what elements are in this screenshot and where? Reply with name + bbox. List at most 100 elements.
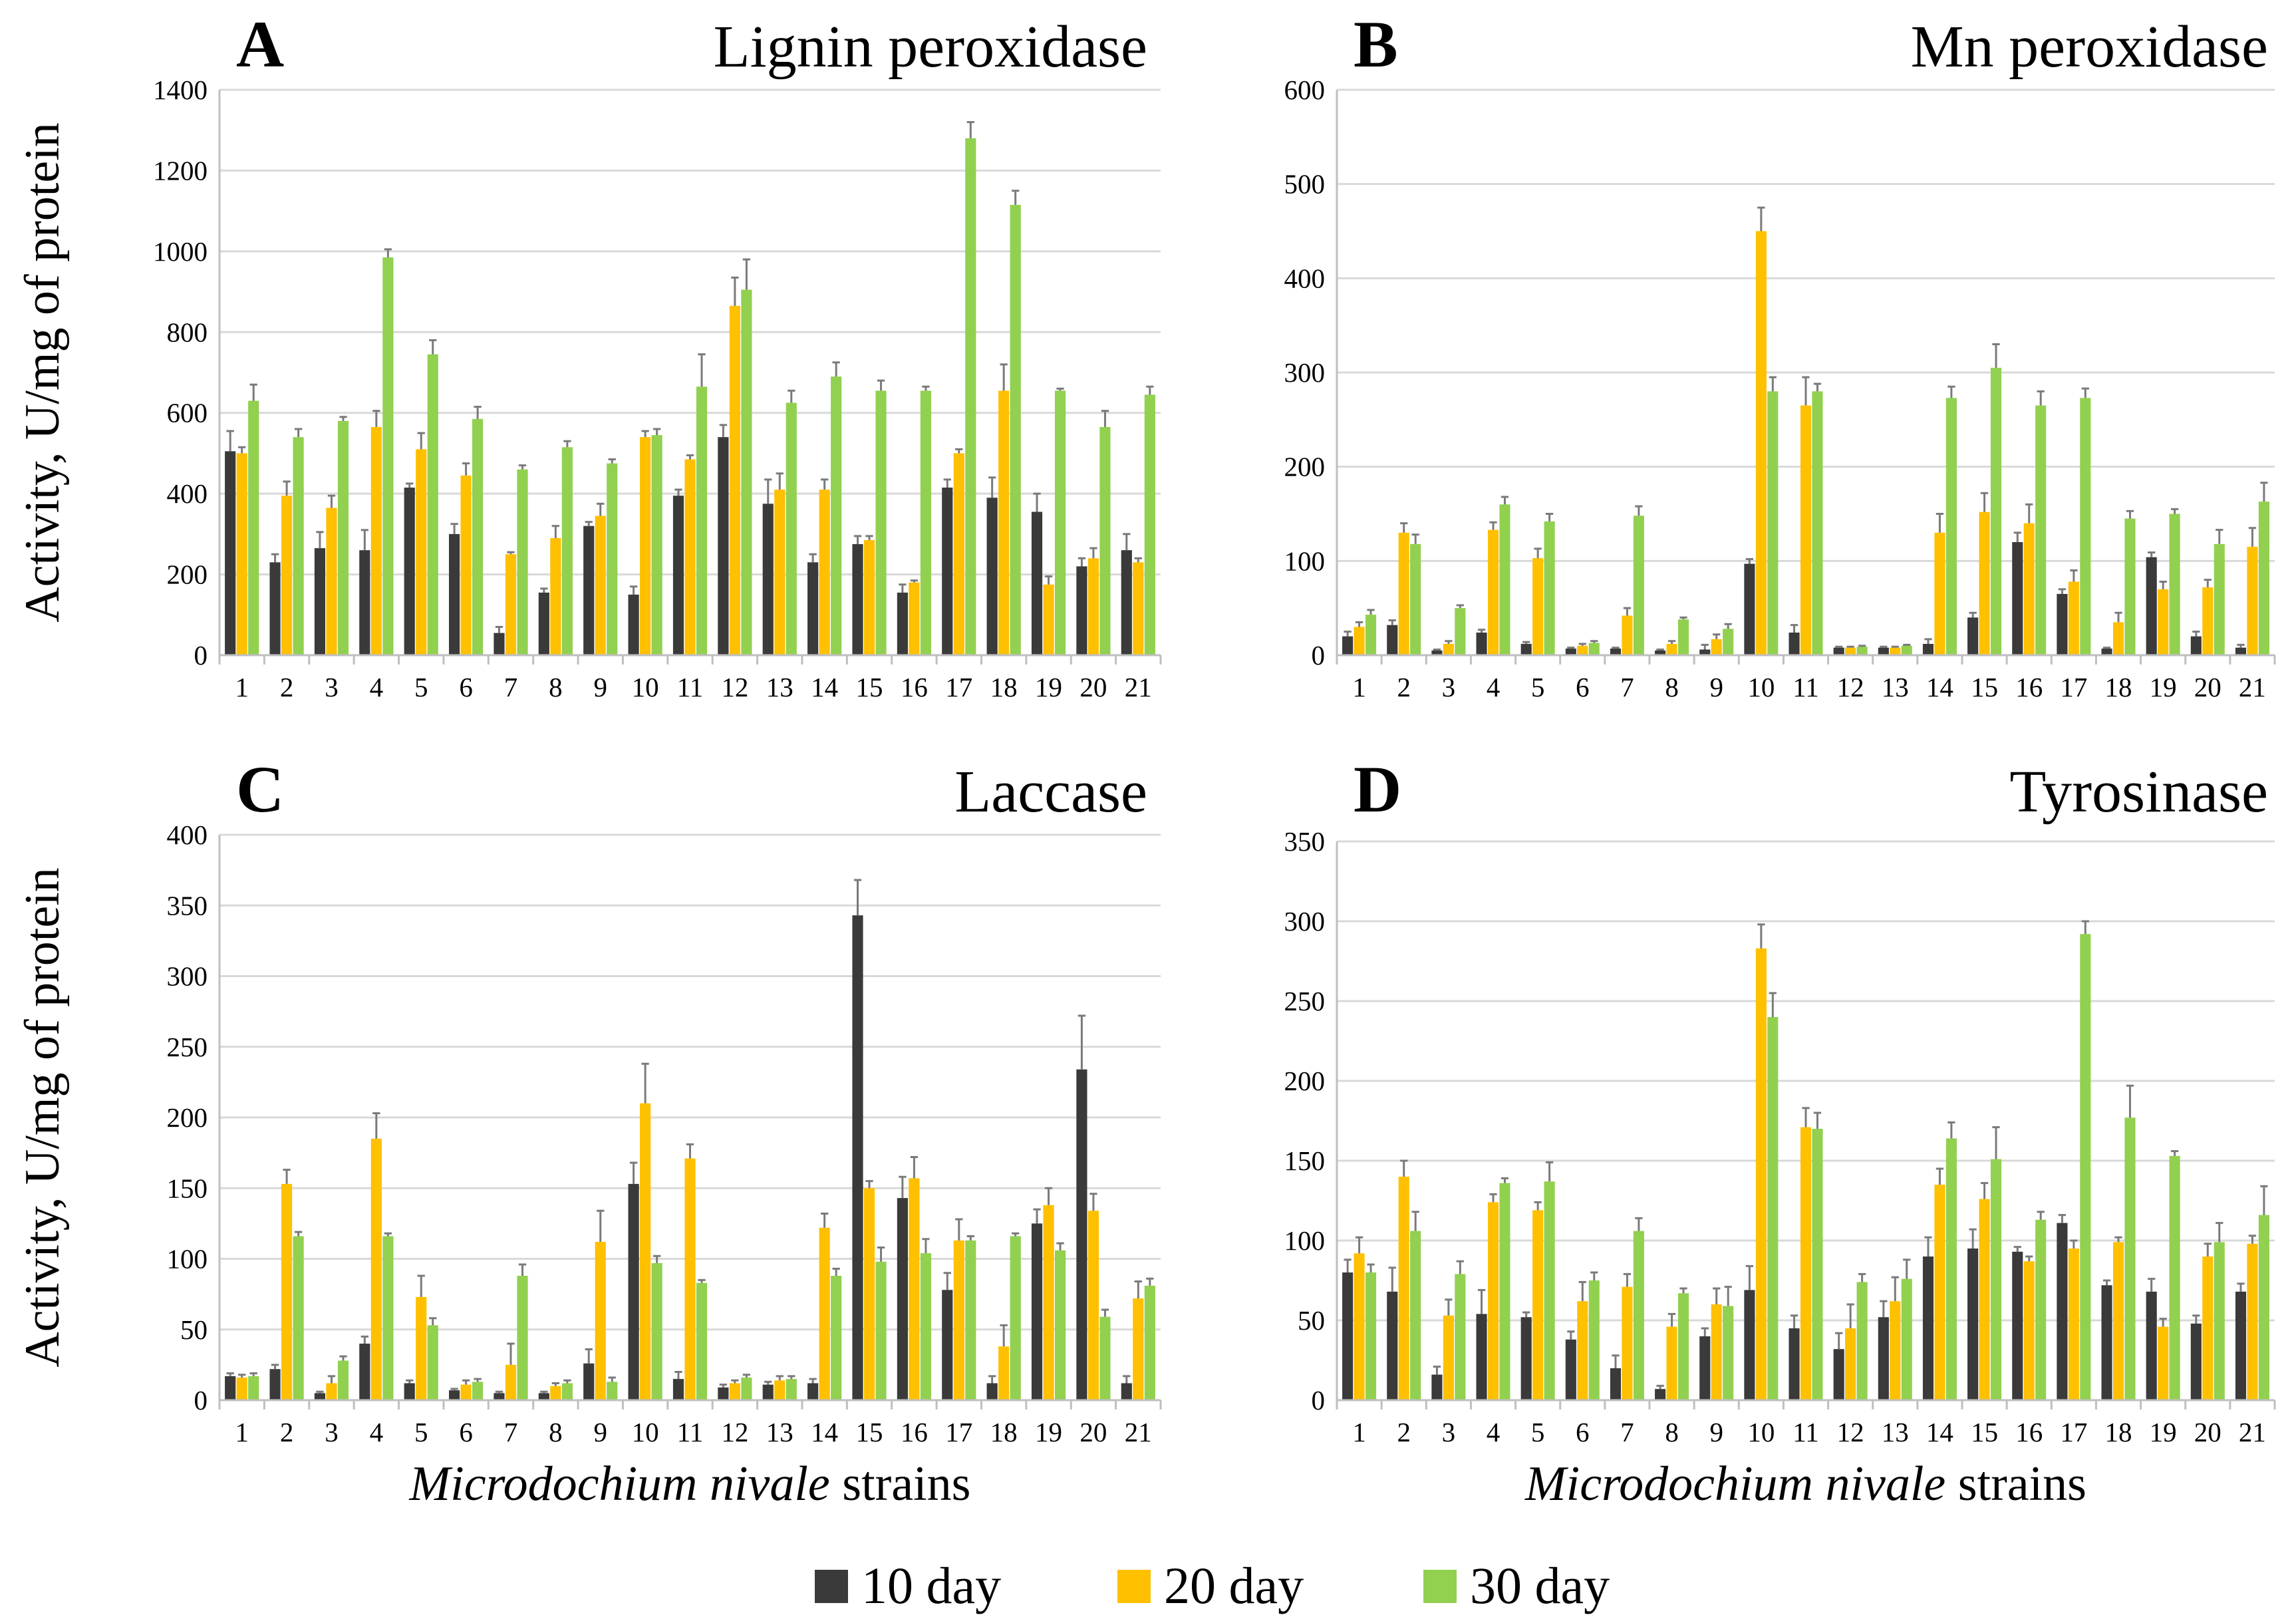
bar-20-day-strain-20 <box>2202 1256 2214 1400</box>
bar-30-day-strain-20 <box>1099 426 1111 655</box>
bar-20-day-strain-15 <box>1979 512 1990 655</box>
bar-10-day-strain-17 <box>942 488 953 655</box>
bar-10-day-strain-9 <box>1699 1336 1711 1400</box>
bar-30-day-strain-11 <box>1812 391 1823 655</box>
bar-30-day-strain-1 <box>248 1376 259 1400</box>
bar-20-day-strain-13 <box>774 490 786 655</box>
bar-20-day-strain-16 <box>2023 1261 2035 1400</box>
bar-30-day-strain-8 <box>1677 619 1689 655</box>
y-tick-label: 600 <box>167 398 208 428</box>
x-tick-label: 5 <box>1531 1417 1545 1447</box>
x-tick-label: 6 <box>459 1417 473 1447</box>
bar-20-day-strain-16 <box>909 1178 920 1400</box>
x-tick-label: 13 <box>1882 672 1909 702</box>
bar-30-day-strain-8 <box>1677 1293 1689 1400</box>
x-tick-label: 19 <box>2150 672 2177 702</box>
x-tick-label: 1 <box>235 1417 249 1447</box>
bar-10-day-strain-5 <box>404 1383 415 1400</box>
bar-20-day-strain-17 <box>2068 581 2079 655</box>
y-tick-label: 200 <box>1284 1066 1326 1096</box>
bar-10-day-strain-18 <box>986 498 998 655</box>
bar-20-day-strain-14 <box>819 490 830 655</box>
bar-10-day-strain-20 <box>1076 1069 1087 1400</box>
bar-20-day-strain-15 <box>863 539 875 655</box>
bar-20-day-strain-21 <box>2247 547 2258 655</box>
x-tick-label: 8 <box>549 1417 563 1447</box>
legend-swatch-30-day <box>1423 1570 1457 1603</box>
x-tick-label: 5 <box>414 1417 428 1447</box>
x-tick-label: 2 <box>1397 1417 1411 1447</box>
bar-30-day-strain-16 <box>2035 1219 2047 1400</box>
x-tick-label: 7 <box>504 672 518 702</box>
bar-10-day-strain-21 <box>2235 647 2247 655</box>
x-tick-label: 12 <box>1837 672 1864 702</box>
bar-30-day-strain-3 <box>337 1360 349 1400</box>
bar-10-day-strain-18 <box>2101 649 2112 655</box>
bar-20-day-strain-11 <box>684 1158 696 1400</box>
x-tick-label: 4 <box>1487 672 1501 702</box>
bar-30-day-strain-4 <box>1499 1183 1510 1400</box>
bar-10-day-strain-17 <box>942 1290 953 1400</box>
bar-30-day-strain-14 <box>1945 398 1957 655</box>
bar-20-day-strain-10 <box>1755 231 1767 655</box>
x-tick-label: 17 <box>945 1417 972 1447</box>
x-tick-label: 13 <box>1882 1417 1909 1447</box>
y-tick-label: 400 <box>167 478 208 509</box>
x-tick-label: 5 <box>1531 672 1545 702</box>
bar-10-day-strain-5 <box>1520 644 1532 655</box>
bar-20-day-strain-1 <box>1354 1253 1365 1400</box>
bar-10-day-strain-18 <box>986 1383 998 1400</box>
bar-30-day-strain-15 <box>875 1261 887 1400</box>
bar-10-day-strain-9 <box>1699 649 1711 655</box>
x-tick-label: 17 <box>2060 1417 2087 1447</box>
bar-10-day-strain-4 <box>359 550 370 655</box>
panel-letter: B <box>1354 7 1398 81</box>
bar-10-day-strain-7 <box>494 1393 505 1400</box>
bar-20-day-strain-15 <box>863 1188 875 1400</box>
bar-10-day-strain-11 <box>672 1379 684 1400</box>
bar-20-day-strain-7 <box>1622 1286 1633 1400</box>
bar-10-day-strain-3 <box>314 548 326 655</box>
bar-10-day-strain-19 <box>1031 1223 1043 1400</box>
x-tick-label: 21 <box>2239 1417 2266 1447</box>
bar-20-day-strain-6 <box>460 1384 472 1400</box>
bar-20-day-strain-17 <box>953 453 964 655</box>
bar-20-day-strain-2 <box>281 1183 293 1400</box>
bar-10-day-strain-16 <box>2012 1251 2023 1400</box>
y-tick-label: 800 <box>167 317 208 347</box>
y-tick-label: 50 <box>180 1314 208 1345</box>
bar-20-day-strain-19 <box>2158 1326 2169 1400</box>
panel-title: Laccase <box>954 759 1147 825</box>
bar-30-day-strain-15 <box>1990 1159 2002 1400</box>
bar-20-day-strain-5 <box>1532 1210 1544 1400</box>
y-tick-label: 0 <box>1312 640 1326 670</box>
bar-30-day-strain-6 <box>1588 1280 1600 1400</box>
x-tick-label: 15 <box>856 672 883 702</box>
bar-20-day-strain-12 <box>729 1383 740 1400</box>
y-tick-label: 1200 <box>153 155 208 186</box>
bar-30-day-strain-6 <box>1588 643 1600 655</box>
bar-20-day-strain-19 <box>1043 584 1054 655</box>
bar-10-day-strain-1 <box>225 451 236 655</box>
bar-10-day-strain-13 <box>762 504 774 655</box>
bar-20-day-strain-14 <box>819 1227 830 1400</box>
x-tick-label: 2 <box>280 1417 294 1447</box>
x-tick-label: 14 <box>1926 672 1953 702</box>
bar-30-day-strain-6 <box>472 418 484 655</box>
bar-30-day-strain-11 <box>696 1282 708 1400</box>
bar-10-day-strain-4 <box>1476 1314 1487 1400</box>
x-tick-label: 6 <box>1576 672 1590 702</box>
bar-10-day-strain-14 <box>807 562 819 655</box>
bar-20-day-strain-2 <box>281 496 293 655</box>
bar-20-day-strain-10 <box>1755 948 1767 1400</box>
x-tick-label: 3 <box>325 1417 339 1447</box>
bar-30-day-strain-2 <box>293 437 304 655</box>
bar-30-day-strain-10 <box>651 1262 662 1400</box>
x-tick-label: 9 <box>1709 672 1723 702</box>
x-tick-label: 21 <box>2239 672 2266 702</box>
x-tick-label: 20 <box>2194 1417 2222 1447</box>
x-tick-label: 21 <box>1125 672 1152 702</box>
bar-10-day-strain-6 <box>448 533 460 655</box>
bar-10-day-strain-15 <box>852 544 863 655</box>
